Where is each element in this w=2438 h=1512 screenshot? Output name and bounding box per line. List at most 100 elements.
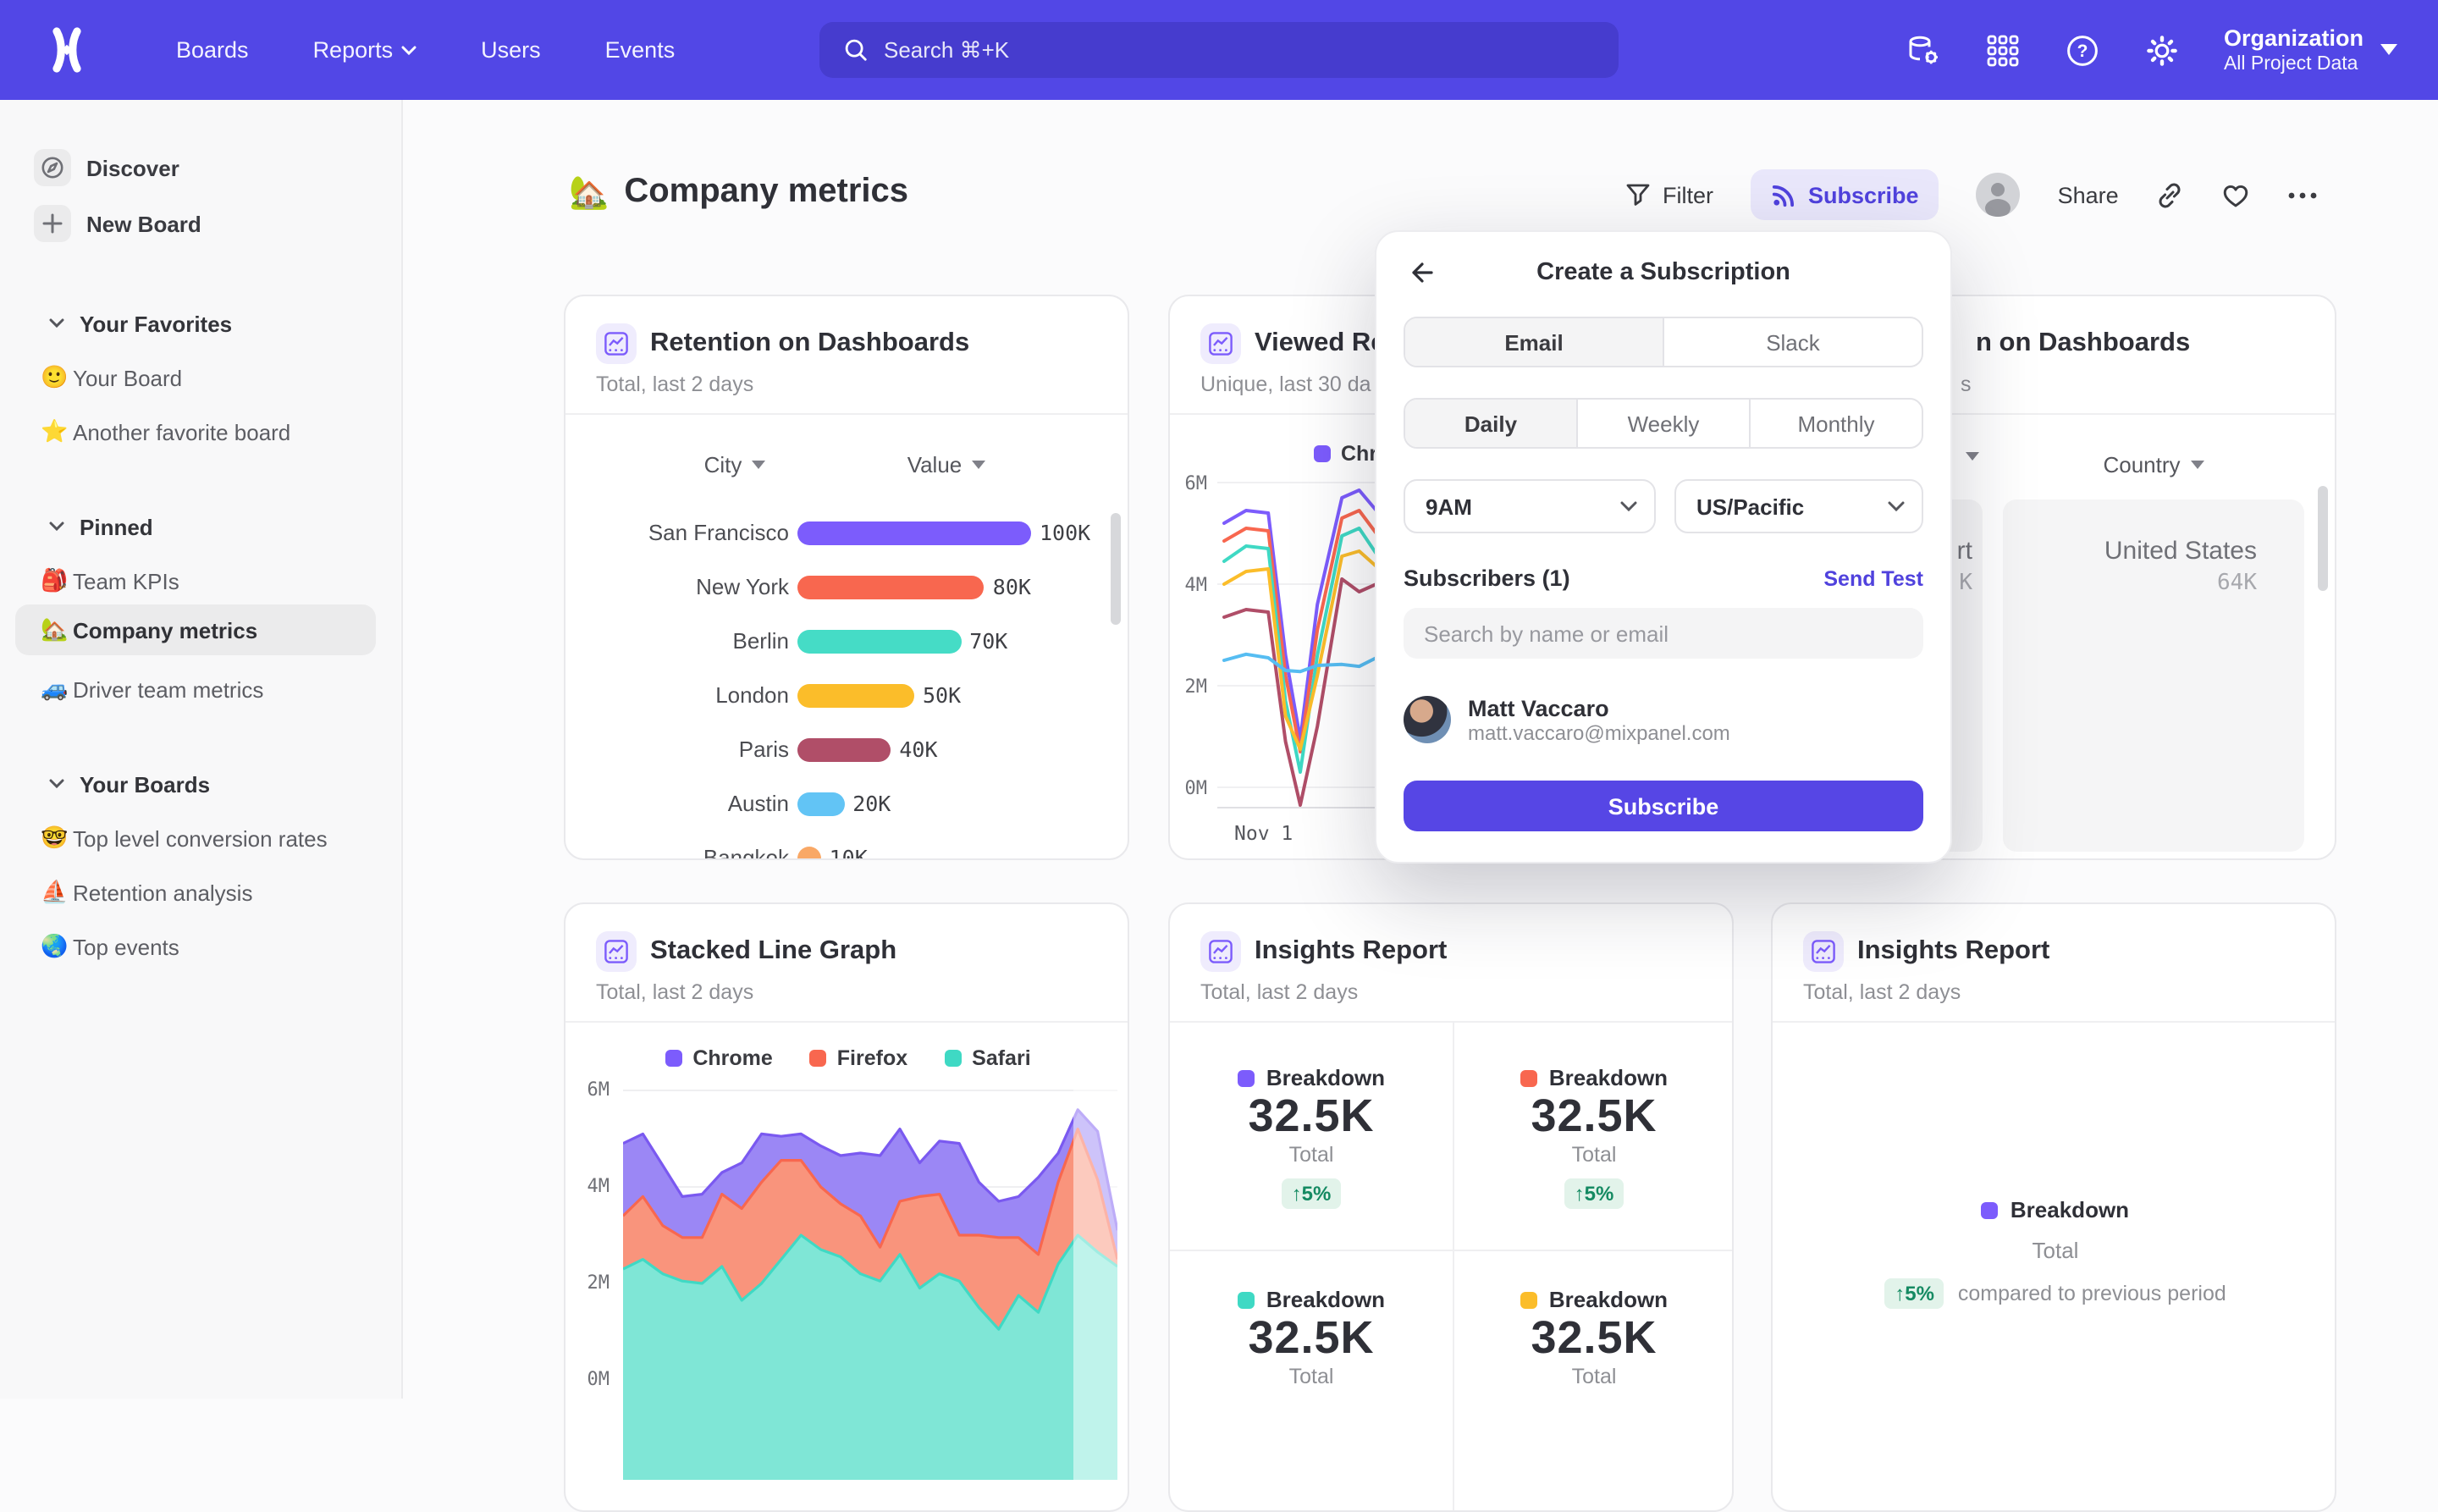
sidebar-item-top-level-conversion-rates[interactable]: 🤓 Top level conversion rates [41,825,328,851]
divider [1773,413,2335,415]
filter-button[interactable]: Filter [1625,182,1713,207]
card-subtitle: Total, last 2 days [596,980,754,1004]
tab-weekly[interactable]: Weekly [1576,400,1749,447]
legend-item-firefox[interactable]: Firefox [809,1046,907,1070]
table-row[interactable]: San Francisco 100K [648,520,1091,545]
apps-grid-icon[interactable] [1985,31,2022,69]
card-title: Stacked Line Graph [650,936,897,965]
sidebar-section-your-boards[interactable]: Your Boards [0,762,403,806]
pivot-cell-united-states[interactable]: United States 64K [2003,499,2304,852]
subscriber-row[interactable]: Matt Vaccaro matt.vaccaro@mixpanel.com [1404,693,1923,747]
timezone-select[interactable]: US/Pacific [1674,479,1923,533]
send-test-link[interactable]: Send Test [1823,567,1923,591]
metric-cell[interactable]: Breakdown 32.5K Total [1453,1287,1732,1388]
sidebar-item-your-board[interactable]: 🙂 Your Board [41,365,183,390]
back-arrow-icon[interactable] [1407,259,1434,286]
share-button[interactable]: Share [2057,182,2119,207]
tab-monthly[interactable]: Monthly [1749,400,1922,447]
top-nav: Boards Reports Users Events Search ⌘+K [0,0,2438,100]
nav-link-events[interactable]: Events [604,37,676,63]
nav-links: Boards Reports Users Events [176,0,675,100]
tab-daily[interactable]: Daily [1405,400,1576,447]
column-header-value[interactable]: Value [879,452,1014,477]
sidebar-item-company-metrics-selected-bg [15,604,376,655]
card-insights-report: Insights Report Total, last 2 days Break… [1168,902,1734,1512]
nav-right-cluster: ? Organization All Project Data [1906,0,2397,100]
data-management-icon[interactable] [1906,31,1943,69]
table-row[interactable]: Paris 40K [738,737,938,762]
subscribe-button[interactable]: Subscribe [1751,169,1939,220]
legend-item-chrome[interactable]: Chrome [665,1046,773,1070]
ellipsis-icon [2289,191,2318,198]
legend-item-chrome[interactable]: Chr [1314,442,1377,466]
card-subtitle: Unique, last 30 da [1200,372,1371,396]
bar [797,846,821,858]
nav-link-reports[interactable]: Reports [313,37,417,63]
sidebar-item-retention-analysis[interactable]: ⛵ Retention analysis [41,880,253,905]
board-emoji: 🏡 [569,174,610,212]
table-row[interactable]: New York 80K [696,574,1031,599]
column-header-hidden[interactable] [1947,452,1998,461]
table-row[interactable]: Austin 20K [727,791,891,816]
legend-swatch [665,1050,683,1067]
sort-caret-icon [2190,461,2204,469]
grid-divider [1170,1250,1732,1251]
time-select[interactable]: 9AM [1404,479,1656,533]
y-tick: 4M [587,1175,610,1197]
sidebar-item-team-kpis[interactable]: 🎒 Team KPIs [41,568,179,593]
subscribe-submit-button[interactable]: Subscribe [1404,781,1923,831]
sidebar-section-pinned[interactable]: Pinned [0,505,403,549]
metric-cell[interactable]: Breakdown 32.5K Total ↑5% [1170,1065,1453,1209]
sidebar-section-your-favorites[interactable]: Your Favorites [0,301,403,345]
help-icon[interactable]: ? [2065,31,2102,69]
sidebar-item-top-events[interactable]: 🌏 Top events [41,934,179,959]
sidebar-item-discover[interactable]: Discover [0,146,403,190]
search-input[interactable]: Search ⌘+K [819,22,1619,78]
bar [797,575,985,599]
card-title-fragment: n on Dashboards [1976,328,2191,357]
avatar[interactable] [1976,173,2021,217]
legend-item-safari[interactable]: Safari [945,1046,1031,1070]
legend-swatch [1981,1201,1999,1218]
board-emoji: 🙂 [41,365,69,390]
search-placeholder: Search ⌘+K [884,36,1010,62]
table-row[interactable]: London 50K [715,682,962,708]
divider [1773,1021,2335,1023]
scrollbar[interactable] [1111,513,1121,625]
mixpanel-logo-icon[interactable] [44,27,90,73]
caret-down-icon [2380,44,2397,55]
board-emoji: 🎒 [41,568,69,593]
column-header-country[interactable]: Country [2077,452,2230,477]
bar [797,521,1031,544]
nav-link-users[interactable]: Users [481,37,541,63]
column-header-city[interactable]: City [667,452,803,477]
tab-email[interactable]: Email [1405,318,1663,366]
legend-swatch [809,1050,827,1067]
favorite-button[interactable] [2222,181,2251,208]
sidebar-item-another-favorite-board[interactable]: ⭐ Another favorite board [41,419,291,444]
subscriber-search-input[interactable] [1404,608,1923,659]
legend-swatch [945,1050,963,1067]
metric-single[interactable]: Breakdown Total ↑5% compared to previous… [1773,1197,2335,1309]
sidebar-item-new-board[interactable]: New Board [0,201,403,246]
nav-link-boards[interactable]: Boards [176,37,249,63]
delta-badge: ↑5% [1281,1178,1342,1209]
sort-caret-icon [972,461,986,469]
legend-swatch [1237,1069,1255,1086]
chevron-down-icon [401,45,416,55]
metric-cell[interactable]: Breakdown 32.5K Total [1170,1287,1453,1388]
copy-link-button[interactable] [2156,180,2185,209]
scrollbar[interactable] [2318,486,2328,591]
legend-swatch [1314,445,1331,462]
sidebar-item-company-metrics[interactable]: 🏡 Company metrics [41,617,258,643]
table-row[interactable]: Bangkok 10K [565,845,1128,858]
org-switcher[interactable]: Organization All Project Data [2224,25,2397,75]
tab-slack[interactable]: Slack [1663,318,1922,366]
metric-cell[interactable]: Breakdown 32.5K Total ↑5% [1453,1065,1732,1209]
sidebar-item-driver-team-metrics[interactable]: 🚙 Driver team metrics [41,676,264,702]
settings-gear-icon[interactable] [2144,31,2182,69]
table-row[interactable]: Berlin 70K [732,628,1008,654]
divider [1170,1021,1732,1023]
card-title: Viewed Re [1255,328,1386,357]
more-options-button[interactable] [2288,190,2319,199]
